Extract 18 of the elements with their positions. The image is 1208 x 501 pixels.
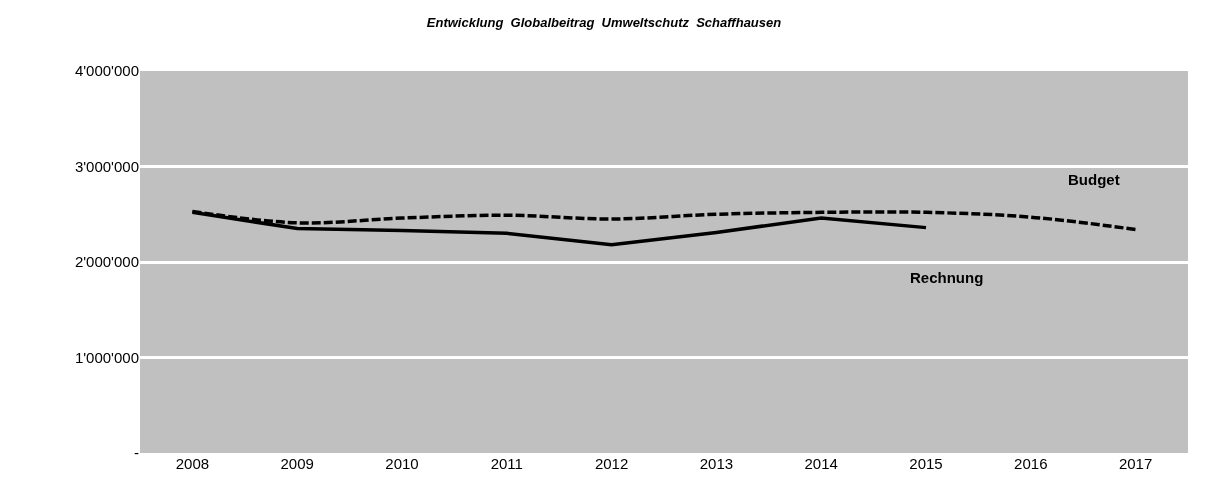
x-tick-label: 2016 bbox=[1014, 455, 1048, 472]
x-tick-label: 2013 bbox=[699, 455, 734, 472]
y-tick-label: 3'000'000 bbox=[74, 157, 139, 175]
x-tick-label: 2009 bbox=[280, 455, 314, 472]
x-tick-label: 2010 bbox=[385, 455, 419, 472]
chart-title: Entwicklung Globalbeitrag Umweltschutz Schaffhausen bbox=[426, 14, 782, 30]
x-tick-label: 2017 bbox=[1118, 455, 1153, 472]
x-tick-label: 2011 bbox=[490, 455, 523, 472]
x-tick-label: 2014 bbox=[804, 455, 838, 472]
x-tick-label: 2012 bbox=[594, 455, 629, 472]
text: Budget bbox=[1068, 171, 1120, 188]
y-tick-label: 1'000'000 bbox=[74, 348, 139, 366]
x-tick-label: 2008 bbox=[175, 455, 210, 472]
y-tick-label: 2'000'000 bbox=[74, 253, 139, 271]
y-tick-label: - bbox=[134, 444, 139, 462]
x-tick-label: 2015 bbox=[909, 455, 943, 472]
y-tick-label: 4'000'000 bbox=[74, 62, 139, 80]
text: Rechnung bbox=[910, 269, 984, 286]
